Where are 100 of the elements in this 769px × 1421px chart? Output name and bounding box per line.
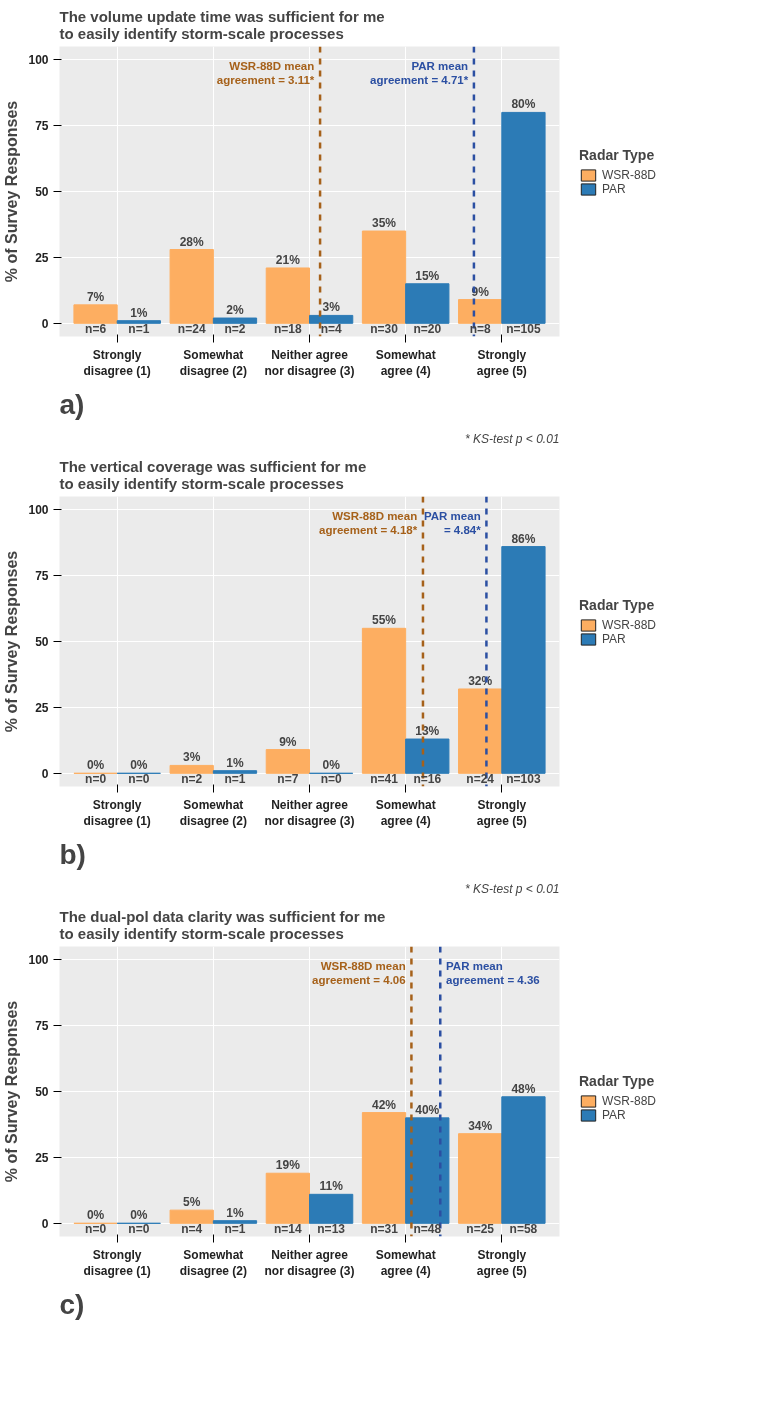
y-tick-label: 75 — [35, 119, 49, 134]
data-label: 0% — [322, 758, 341, 773]
data-label: 21% — [275, 252, 301, 267]
annotation: n=14 — [274, 1222, 303, 1237]
annotation: n=20 — [413, 322, 442, 337]
bar — [458, 299, 503, 324]
data-label: 3% — [322, 300, 341, 315]
data-label: 40% — [415, 1102, 440, 1117]
y-tick-label: 25 — [35, 700, 49, 715]
y-tick-label: 25 — [35, 250, 49, 265]
annotation: n=24 — [466, 772, 495, 787]
data-label: 55% — [372, 613, 397, 628]
bar — [73, 304, 118, 324]
x-tick-label: Neither agree nor disagree (3) — [264, 347, 355, 379]
y-tick-label: 100 — [28, 953, 49, 968]
legend-label: PAR — [602, 182, 626, 196]
legend-label: WSR-88D — [602, 618, 657, 632]
ref-line-label: PAR mean = 4.84* — [423, 509, 482, 537]
legend-label: WSR-88D — [602, 1094, 657, 1108]
bar — [265, 749, 310, 774]
data-label: 1% — [226, 755, 244, 770]
annotation: n=2 — [224, 322, 246, 337]
bar — [458, 1133, 503, 1224]
annotation: n=0 — [85, 772, 107, 787]
bar — [116, 320, 161, 324]
bar — [212, 317, 258, 324]
annotation: n=4 — [181, 1222, 203, 1237]
text: b) — [59, 838, 86, 870]
annotation: n=6 — [85, 322, 107, 337]
data-label: 35% — [372, 216, 397, 231]
data-label: 80% — [511, 97, 536, 112]
chart-title: The vertical coverage was sufficient for me to easily identify storm-scale processes — [59, 457, 367, 492]
y-tick-label: 100 — [28, 503, 49, 518]
bar — [405, 283, 450, 324]
text: a) — [59, 388, 85, 420]
annotation: n=0 — [320, 772, 342, 787]
bar — [169, 249, 214, 324]
text: * KS-test p < 0.01 — [465, 881, 560, 896]
annotation: n=105 — [506, 322, 541, 337]
chart-title: The dual-pol data clarity was sufficient for me to easily identify storm-scale processes — [59, 907, 386, 942]
data-label: 15% — [415, 268, 440, 283]
legend-label: PAR — [602, 632, 626, 646]
data-label: 13% — [415, 724, 440, 739]
data-label: 19% — [275, 1158, 301, 1173]
bar — [405, 738, 450, 774]
annotation: n=0 — [128, 772, 150, 787]
legend-title: Radar Type — [579, 597, 656, 613]
ref-line-label: WSR-88D mean agreement = 4.06 — [312, 959, 406, 987]
y-axis-title: % of Survey Responses — [3, 100, 21, 283]
y-tick-label: 75 — [35, 569, 49, 584]
data-label: 28% — [179, 234, 205, 249]
bar — [361, 627, 407, 774]
data-label: 3% — [183, 750, 201, 765]
x-tick-label: Strongly agree (5) — [476, 347, 527, 379]
text: c) — [59, 1288, 85, 1320]
annotation: n=7 — [277, 772, 299, 787]
bar — [169, 764, 214, 774]
legend-title: Radar Type — [579, 1073, 656, 1089]
ref-line-label: WSR-88D mean agreement = 3.11* — [216, 59, 315, 87]
ref-line-label: WSR-88D mean agreement = 4.18* — [319, 509, 418, 537]
data-label: 0% — [130, 1208, 148, 1223]
chart-title: The volume update time was sufficient for me to easily identify storm-scale processes — [59, 7, 385, 42]
annotation: n=18 — [274, 322, 303, 337]
x-tick-label: Neither agree nor disagree (3) — [264, 797, 355, 829]
data-label: 0% — [130, 758, 148, 773]
legend-title: Radar Type — [579, 147, 656, 163]
data-label: 48% — [511, 1081, 536, 1096]
bar — [361, 230, 407, 324]
bar — [309, 314, 354, 324]
annotation: n=0 — [128, 1222, 150, 1237]
annotation: n=8 — [469, 322, 492, 337]
data-label: 32% — [468, 673, 493, 688]
annotation: n=30 — [370, 322, 399, 337]
data-label: 0% — [86, 758, 105, 773]
bar — [361, 1112, 407, 1224]
annotation: n=1 — [128, 322, 150, 337]
x-tick-label: Strongly agree (5) — [476, 1247, 527, 1279]
data-label: 11% — [319, 1179, 344, 1194]
annotation: n=2 — [181, 772, 203, 787]
annotation: n=4 — [320, 322, 342, 337]
x-tick-label: Somewhat agree (4) — [375, 797, 436, 829]
annotation: n=1 — [224, 772, 246, 787]
y-tick-label: 100 — [28, 53, 49, 68]
bar — [501, 111, 546, 324]
annotation: n=58 — [509, 1222, 538, 1237]
annotation: n=48 — [413, 1222, 442, 1237]
y-axis-title: % of Survey Responses — [3, 1000, 21, 1183]
y-tick-label: 50 — [35, 1085, 49, 1099]
y-tick-label: 0 — [41, 766, 49, 781]
ref-line-label: PAR mean agreement = 4.36 — [446, 959, 540, 987]
legend-label: WSR-88D — [602, 168, 657, 182]
data-label: 7% — [86, 289, 105, 304]
x-tick-label: Somewhat disagree (2) — [179, 797, 248, 829]
bar — [212, 770, 258, 774]
data-label: 2% — [226, 303, 244, 318]
annotation: n=16 — [413, 772, 442, 787]
bar — [309, 1193, 354, 1224]
data-label: 0% — [86, 1208, 105, 1223]
data-label: 5% — [183, 1195, 201, 1210]
annotation: n=41 — [370, 772, 399, 787]
